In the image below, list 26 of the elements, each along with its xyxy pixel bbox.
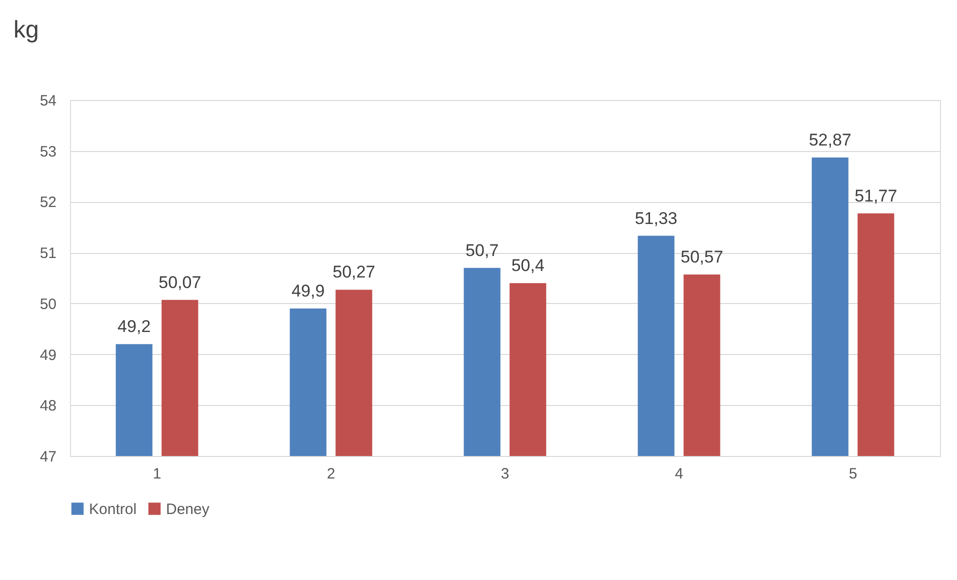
data-label: 52,87: [808, 130, 852, 150]
y-axis-title: kg: [14, 16, 39, 44]
legend-label: Kontrol: [89, 500, 137, 518]
data-label: 50,7: [466, 240, 499, 260]
data-label: 49,2: [118, 317, 151, 336]
data-label: 50,27: [332, 262, 376, 282]
y-tick-label: 50: [40, 296, 56, 313]
y-tick-label: 48: [40, 398, 56, 415]
y-tick-label: 53: [40, 143, 56, 160]
x-tick-label: 2: [326, 466, 336, 482]
y-tick-label: 52: [40, 194, 56, 212]
x-tick-label: 1: [152, 466, 162, 482]
x-tick-label: 4: [674, 466, 684, 482]
y-tick-label: 54: [40, 92, 56, 110]
y-tick-label: 51: [40, 245, 56, 262]
data-label: 50,4: [511, 256, 544, 276]
x-tick-label: 5: [848, 466, 858, 482]
y-tick-label: 49: [40, 346, 56, 364]
y-tick-label: 47: [40, 448, 56, 466]
legend-label: Deney: [166, 500, 210, 518]
data-label: 51,77: [854, 186, 898, 206]
data-label: 51,33: [634, 208, 678, 228]
x-tick-label: 3: [500, 466, 510, 482]
data-label: 49,9: [292, 282, 325, 301]
data-label: 50,57: [680, 247, 724, 266]
data-label: 50,07: [158, 272, 202, 292]
